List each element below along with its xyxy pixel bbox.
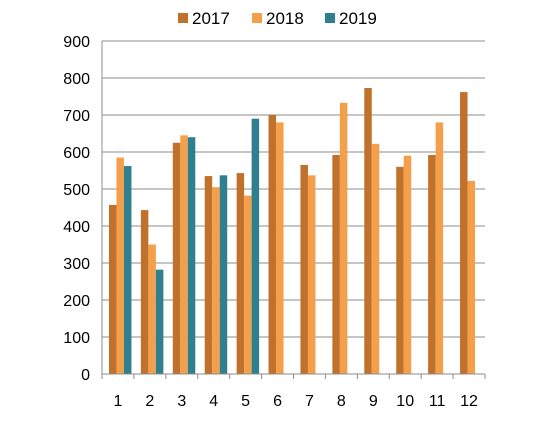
legend-swatch-2019 bbox=[325, 13, 335, 23]
legend: 2017 2018 2019 bbox=[178, 9, 377, 28]
bar-2018-8 bbox=[339, 102, 348, 374]
y-tick-label: 500 bbox=[63, 182, 90, 199]
bar-2018-2 bbox=[148, 244, 156, 374]
x-tick-label: 1 bbox=[114, 393, 123, 410]
bar-2017-2 bbox=[140, 210, 149, 374]
x-tick-label: 5 bbox=[241, 393, 250, 410]
bar-2017-4 bbox=[204, 176, 213, 374]
x-tick-label: 4 bbox=[209, 393, 218, 410]
legend-label-2017: 2017 bbox=[192, 9, 230, 28]
bar-2018-10 bbox=[403, 155, 412, 374]
bar-2017-9 bbox=[364, 87, 372, 375]
y-tick-label: 100 bbox=[63, 330, 90, 347]
bar-2019-5 bbox=[251, 118, 260, 374]
bar-2018-9 bbox=[371, 143, 380, 374]
legend-label-2018: 2018 bbox=[266, 9, 304, 28]
y-tick-label: 200 bbox=[63, 293, 90, 310]
y-axis-tick-labels: 0 100 200 300 400 500 600 700 800 900 bbox=[63, 34, 90, 384]
bars bbox=[108, 87, 476, 375]
x-tick-label: 10 bbox=[396, 393, 414, 410]
bar-2017-1 bbox=[108, 204, 117, 374]
bar-2017-8 bbox=[332, 154, 340, 374]
bar-2019-3 bbox=[187, 137, 196, 374]
bar-2018-4 bbox=[212, 187, 220, 374]
bar-2018-12 bbox=[467, 180, 476, 374]
x-tick-label: 8 bbox=[337, 393, 346, 410]
x-tick-label: 6 bbox=[273, 393, 282, 410]
bar-2018-1 bbox=[116, 157, 124, 374]
bar-2017-7 bbox=[300, 164, 308, 374]
bar-2018-6 bbox=[276, 122, 284, 375]
x-axis-tick-labels: 1 2 3 4 5 6 7 8 9 10 11 12 bbox=[114, 393, 479, 410]
axes bbox=[101, 41, 486, 379]
y-tick-label: 600 bbox=[63, 145, 90, 162]
legend-label-2019: 2019 bbox=[339, 9, 377, 28]
x-tick-label: 7 bbox=[305, 393, 314, 410]
x-tick-label: 12 bbox=[460, 393, 478, 410]
y-tick-label: 300 bbox=[63, 256, 90, 273]
bar-2018-7 bbox=[307, 175, 316, 374]
bar-2017-11 bbox=[428, 154, 436, 374]
legend-swatch-2018 bbox=[252, 13, 262, 23]
legend-swatch-2017 bbox=[178, 13, 188, 23]
bar-2017-6 bbox=[268, 115, 277, 374]
bar-2018-3 bbox=[180, 135, 188, 374]
x-tick-label: 3 bbox=[177, 393, 186, 410]
y-tick-label: 800 bbox=[63, 71, 90, 88]
bar-2019-4 bbox=[219, 175, 228, 374]
gridlines bbox=[102, 40, 485, 338]
bar-2019-1 bbox=[123, 166, 132, 374]
bar-2019-2 bbox=[155, 269, 164, 374]
x-tick-label: 2 bbox=[145, 393, 154, 410]
y-tick-label: 0 bbox=[81, 367, 90, 384]
bar-2017-3 bbox=[172, 142, 181, 374]
bar-2017-5 bbox=[236, 173, 245, 374]
y-tick-label: 700 bbox=[63, 108, 90, 125]
bar-2018-11 bbox=[435, 122, 444, 375]
bar-2017-12 bbox=[460, 92, 468, 374]
y-tick-label: 900 bbox=[63, 34, 90, 51]
x-tick-label: 9 bbox=[369, 393, 378, 410]
bar-2017-10 bbox=[396, 166, 404, 374]
bar-2018-5 bbox=[244, 195, 252, 374]
y-tick-label: 400 bbox=[63, 219, 90, 236]
x-tick-label: 11 bbox=[429, 393, 446, 410]
